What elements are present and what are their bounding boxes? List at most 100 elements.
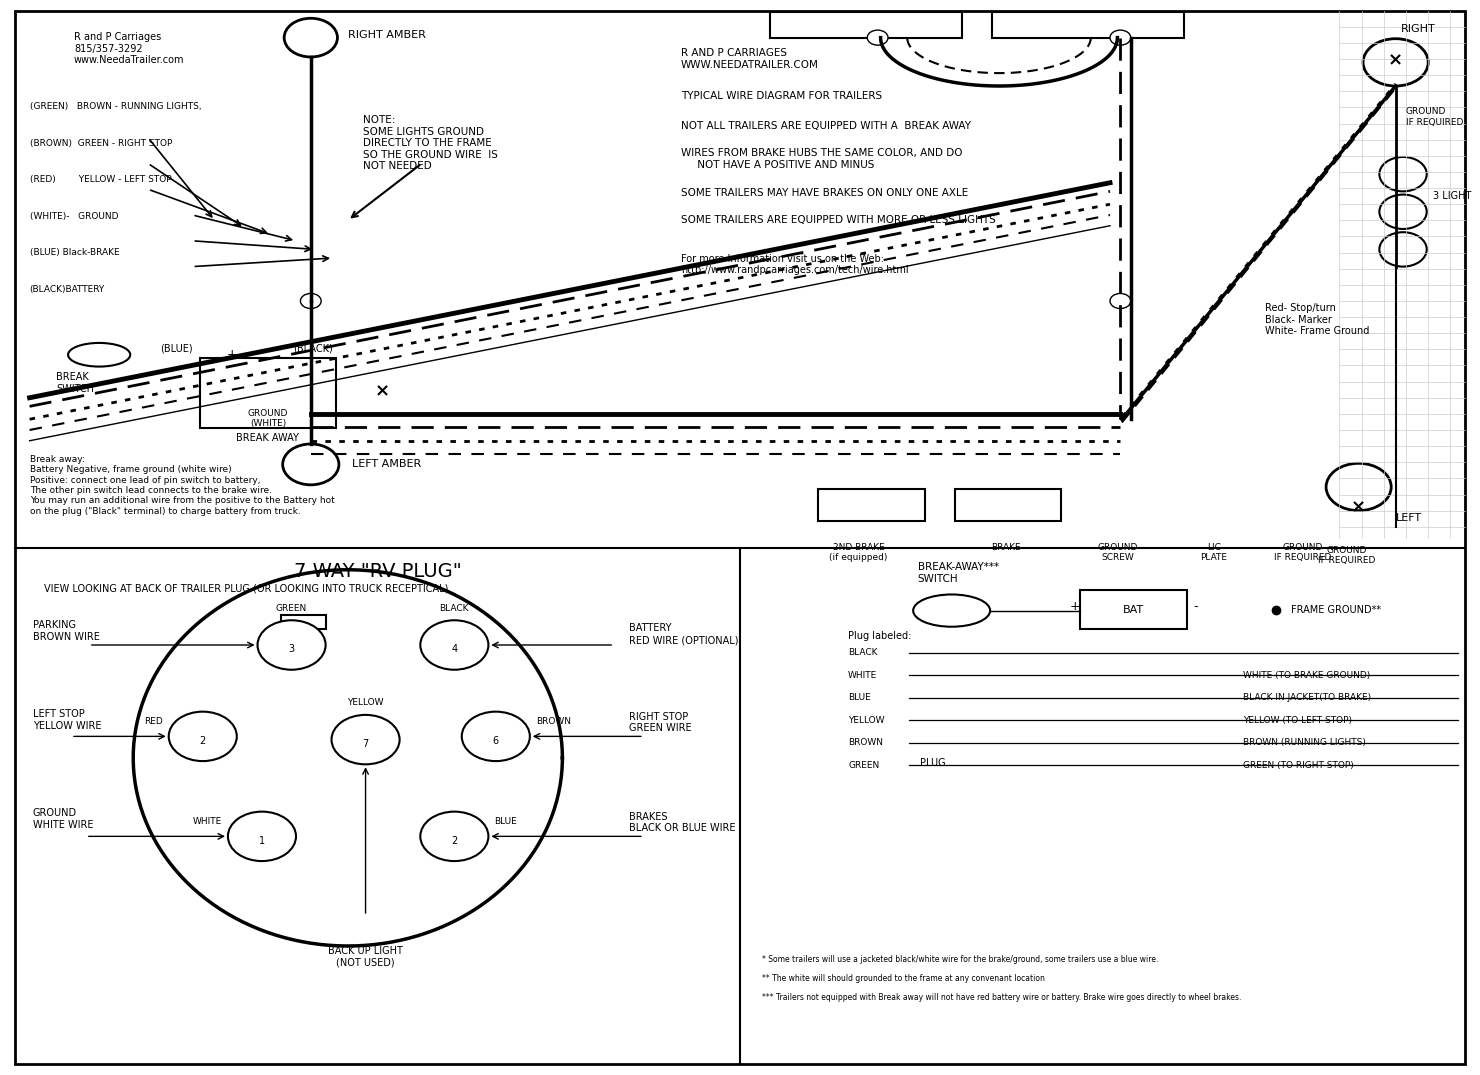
Circle shape <box>283 444 339 485</box>
Text: (BLUE): (BLUE) <box>160 343 192 354</box>
Text: For more Information visit us on the Web:
http://www.randpcarriages.com/tech/wir: For more Information visit us on the Web… <box>681 254 909 275</box>
Circle shape <box>867 30 888 45</box>
Text: GROUND
IF REQUIRED: GROUND IF REQUIRED <box>1319 546 1375 565</box>
Text: BLUE: BLUE <box>494 817 517 826</box>
Text: BRAKES
BLACK OR BLUE WIRE: BRAKES BLACK OR BLUE WIRE <box>629 812 736 833</box>
Text: BREAK-AWAY***
SWITCH: BREAK-AWAY*** SWITCH <box>918 562 999 584</box>
Bar <box>955 489 1061 521</box>
Text: SOME TRAILERS ARE EQUIPPED WITH MORE OR LESS LIGHTS: SOME TRAILERS ARE EQUIPPED WITH MORE OR … <box>681 215 996 225</box>
Text: BLUE: BLUE <box>848 693 870 702</box>
Text: 1: 1 <box>259 835 265 846</box>
Text: BROWN: BROWN <box>848 739 884 747</box>
Text: GROUND
SCREW: GROUND SCREW <box>1097 543 1138 562</box>
Text: BATTERY
RED WIRE (OPTIONAL): BATTERY RED WIRE (OPTIONAL) <box>629 624 739 645</box>
Bar <box>1080 590 1187 629</box>
Text: R and P Carriages
815/357-3292
www.NeedaTrailer.com: R and P Carriages 815/357-3292 www.Needa… <box>74 32 185 66</box>
Circle shape <box>420 620 488 670</box>
Text: 7: 7 <box>363 739 369 749</box>
Text: (GREEN)   BROWN - RUNNING LIGHTS,: (GREEN) BROWN - RUNNING LIGHTS, <box>30 102 201 111</box>
Text: (RED)        YELLOW - LEFT STOP: (RED) YELLOW - LEFT STOP <box>30 175 172 184</box>
Circle shape <box>1110 293 1131 309</box>
Circle shape <box>1363 39 1428 86</box>
Text: (BROWN)  GREEN - RIGHT STOP: (BROWN) GREEN - RIGHT STOP <box>30 139 172 147</box>
Text: 2ND BRAKE
(if equipped): 2ND BRAKE (if equipped) <box>829 543 888 562</box>
Text: R AND P CARRIAGES
WWW.NEEDATRAILER.COM: R AND P CARRIAGES WWW.NEEDATRAILER.COM <box>681 48 818 70</box>
Text: Plug labeled:: Plug labeled: <box>848 631 912 641</box>
Circle shape <box>228 812 296 861</box>
Circle shape <box>332 715 400 764</box>
Circle shape <box>1110 30 1131 45</box>
Text: BROWN (RUNNING LIGHTS): BROWN (RUNNING LIGHTS) <box>1243 739 1366 747</box>
Text: WHITE (TO BRAKE GROUND): WHITE (TO BRAKE GROUND) <box>1243 671 1370 679</box>
Circle shape <box>1379 195 1427 229</box>
Text: Break away:
Battery Negative, frame ground (white wire)
Positive: connect one le: Break away: Battery Negative, frame grou… <box>30 455 334 516</box>
Circle shape <box>284 18 337 57</box>
Text: WHITE: WHITE <box>192 817 222 826</box>
Text: RED: RED <box>144 717 163 726</box>
Text: (BLACK): (BLACK) <box>293 343 333 354</box>
Text: 6: 6 <box>493 735 499 746</box>
Circle shape <box>1379 157 1427 191</box>
Text: 4: 4 <box>451 644 457 655</box>
Text: * Some trailers will use a jacketed black/white wire for the brake/ground, some : * Some trailers will use a jacketed blac… <box>762 955 1159 963</box>
Text: -: - <box>1193 600 1199 613</box>
Text: LEFT STOP
YELLOW WIRE: LEFT STOP YELLOW WIRE <box>33 710 101 731</box>
Text: RIGHT AMBER: RIGHT AMBER <box>348 30 426 41</box>
Text: 2: 2 <box>451 835 457 846</box>
Text: RIGHT: RIGHT <box>1400 24 1436 33</box>
Text: ** The white will should grounded to the frame at any convenant location: ** The white will should grounded to the… <box>762 974 1045 983</box>
Text: 3: 3 <box>289 644 295 655</box>
Text: NOTE:
SOME LIGHTS GROUND
DIRECTLY TO THE FRAME
SO THE GROUND WIRE  IS
NOT NEEDED: NOTE: SOME LIGHTS GROUND DIRECTLY TO THE… <box>363 115 497 171</box>
Text: PLUG: PLUG <box>919 758 946 769</box>
Text: RIGHT STOP
GREEN WIRE: RIGHT STOP GREEN WIRE <box>629 712 691 733</box>
Text: BLACK IN JACKET(TO BRAKE): BLACK IN JACKET(TO BRAKE) <box>1243 693 1372 702</box>
Text: LIC
PLATE: LIC PLATE <box>1200 543 1227 562</box>
Ellipse shape <box>913 594 990 627</box>
Text: VIEW LOOKING AT BACK OF TRAILER PLUG (OR LOOKING INTO TRUCK RECEPTICAL): VIEW LOOKING AT BACK OF TRAILER PLUG (OR… <box>44 584 448 593</box>
Text: WIRES FROM BRAKE HUBS THE SAME COLOR, AND DO
     NOT HAVE A POSITIVE AND MINUS: WIRES FROM BRAKE HUBS THE SAME COLOR, AN… <box>681 148 962 170</box>
Text: (BLUE) Black-BRAKE: (BLUE) Black-BRAKE <box>30 248 120 257</box>
Text: 3 LIGHT: 3 LIGHT <box>1433 190 1471 201</box>
Circle shape <box>169 712 237 761</box>
Text: BACK UP LIGHT
(NOT USED): BACK UP LIGHT (NOT USED) <box>329 946 403 968</box>
Text: BLACK: BLACK <box>440 604 469 613</box>
Text: LEFT AMBER: LEFT AMBER <box>352 459 422 470</box>
Text: (WHITE)-   GROUND: (WHITE)- GROUND <box>30 212 118 220</box>
Circle shape <box>258 620 326 670</box>
Text: GROUND
IF REQUIRED: GROUND IF REQUIRED <box>1274 543 1331 562</box>
Text: SOME TRAILERS MAY HAVE BRAKES ON ONLY ONE AXLE: SOME TRAILERS MAY HAVE BRAKES ON ONLY ON… <box>681 188 968 198</box>
Text: BAT: BAT <box>1123 604 1144 615</box>
Text: (BLACK)BATTERY: (BLACK)BATTERY <box>30 285 105 293</box>
Text: YELLOW (TO LEFT STOP): YELLOW (TO LEFT STOP) <box>1243 716 1353 725</box>
Text: +: + <box>226 348 238 361</box>
Text: ×: × <box>1388 52 1403 69</box>
Circle shape <box>1326 463 1391 511</box>
Text: BLACK: BLACK <box>848 648 878 657</box>
Text: GROUND
WHITE WIRE: GROUND WHITE WIRE <box>33 808 93 830</box>
Circle shape <box>462 712 530 761</box>
Text: GROUND
(WHITE): GROUND (WHITE) <box>247 408 289 428</box>
Circle shape <box>300 293 321 309</box>
Text: GREEN: GREEN <box>848 761 879 770</box>
Text: LEFT: LEFT <box>1396 513 1422 524</box>
Text: YELLOW: YELLOW <box>848 716 885 725</box>
Text: FRAME GROUND**: FRAME GROUND** <box>1291 604 1381 615</box>
Text: NOT ALL TRAILERS ARE EQUIPPED WITH A  BREAK AWAY: NOT ALL TRAILERS ARE EQUIPPED WITH A BRE… <box>681 121 971 131</box>
Text: BRAKE: BRAKE <box>992 543 1021 551</box>
Text: 7 WAY "RV PLUG": 7 WAY "RV PLUG" <box>293 562 462 582</box>
Text: GREEN: GREEN <box>275 604 308 613</box>
Text: ×: × <box>374 383 389 400</box>
Text: WHITE: WHITE <box>848 671 878 679</box>
Bar <box>200 358 336 428</box>
Text: YELLOW: YELLOW <box>348 699 383 707</box>
Text: 2: 2 <box>200 735 206 746</box>
Bar <box>818 489 925 521</box>
Text: Red- Stop/turn
Black- Marker
White- Frame Ground: Red- Stop/turn Black- Marker White- Fram… <box>1265 303 1370 336</box>
Text: TYPICAL WIRE DIAGRAM FOR TRAILERS: TYPICAL WIRE DIAGRAM FOR TRAILERS <box>681 91 882 101</box>
Text: GROUND
IF REQUIRED: GROUND IF REQUIRED <box>1406 108 1464 127</box>
Text: BREAK
SWITCH: BREAK SWITCH <box>56 372 95 393</box>
Text: ×: × <box>1351 499 1366 516</box>
Text: +: + <box>1069 600 1080 613</box>
Bar <box>770 12 962 38</box>
Circle shape <box>1379 232 1427 267</box>
